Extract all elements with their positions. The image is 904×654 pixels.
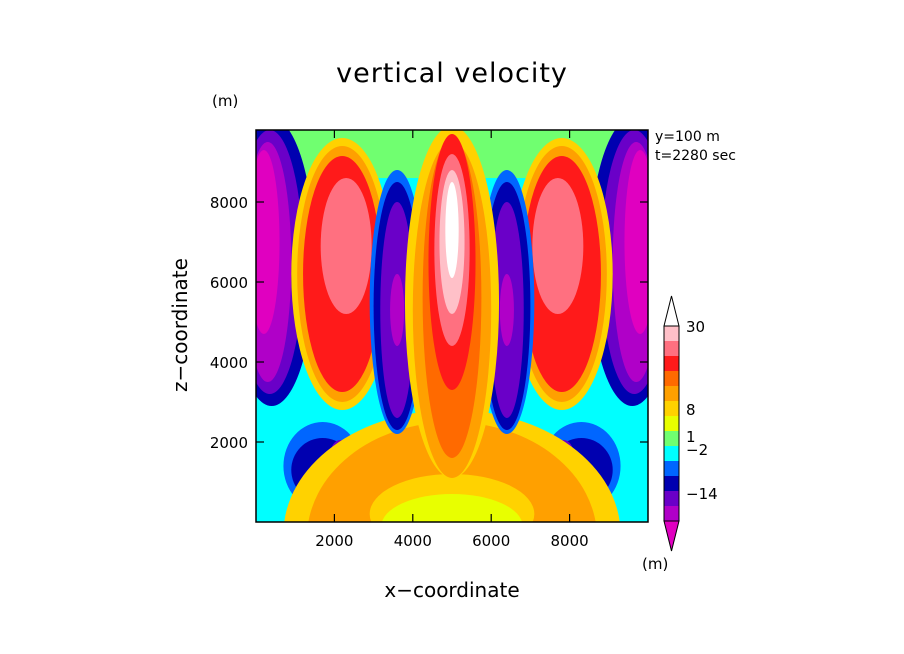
colorbar-segment [664, 386, 679, 402]
colorbar-label: 1 [686, 428, 696, 446]
colorbar-unit: (m) [642, 555, 669, 573]
plot-frame [255, 129, 649, 523]
colorbar-segment [664, 431, 679, 447]
dd-purple-left [390, 274, 405, 346]
x-tick-label: 6000 [472, 532, 510, 550]
axis-ticks: 2000 4000 6000 8000 2000 4000 6000 8000 [210, 130, 648, 550]
y-tick-label: 8000 [210, 194, 248, 212]
colorbar-frame [663, 325, 680, 522]
colorbar-segment [664, 461, 679, 477]
colorbar-segment [664, 416, 679, 432]
x-tick-label: 8000 [551, 532, 589, 550]
x-tick-label: 2000 [315, 532, 353, 550]
colorbar-label: 30 [686, 318, 705, 336]
core-white [445, 182, 459, 278]
colorbar-label: −2 [686, 441, 708, 459]
colorbar-segment [664, 446, 679, 462]
x-axis-label: x−coordinate [384, 578, 520, 602]
colorbar-label: 8 [686, 401, 696, 419]
dome-yellow [381, 494, 523, 522]
colorbar-label: −14 [686, 485, 718, 503]
contour-field [256, 130, 648, 522]
colorbar-segment [664, 341, 679, 357]
colorbar-segment [664, 356, 679, 372]
side-salmon-right [532, 178, 584, 314]
y-tick-label: 2000 [210, 434, 248, 452]
side-salmon-left [320, 178, 372, 314]
colorbar-top-arrow [663, 295, 680, 327]
edge-magenta-right [624, 150, 648, 334]
info-time: t=2280 sec [655, 148, 736, 164]
colorbar: 30 8 1−2 −14 [663, 295, 718, 552]
info-y-location: y=100 m [655, 129, 720, 145]
colorbar-segment [664, 476, 679, 492]
colorbar-segment [664, 506, 679, 522]
y-tick-label: 4000 [210, 354, 248, 372]
x-tick-label: 4000 [394, 532, 432, 550]
colorbar-bottom-arrow [663, 520, 680, 552]
chart-title: vertical velocity [336, 58, 568, 89]
colorbar-segment [664, 491, 679, 507]
colorbar-segment [664, 326, 679, 342]
y-tick-label: 6000 [210, 274, 248, 292]
edge-magenta-left [256, 150, 280, 334]
dd-purple-right [499, 274, 514, 346]
colorbar-segment [664, 371, 679, 387]
colorbar-segment [664, 401, 679, 417]
y-axis-unit: (m) [212, 92, 239, 110]
